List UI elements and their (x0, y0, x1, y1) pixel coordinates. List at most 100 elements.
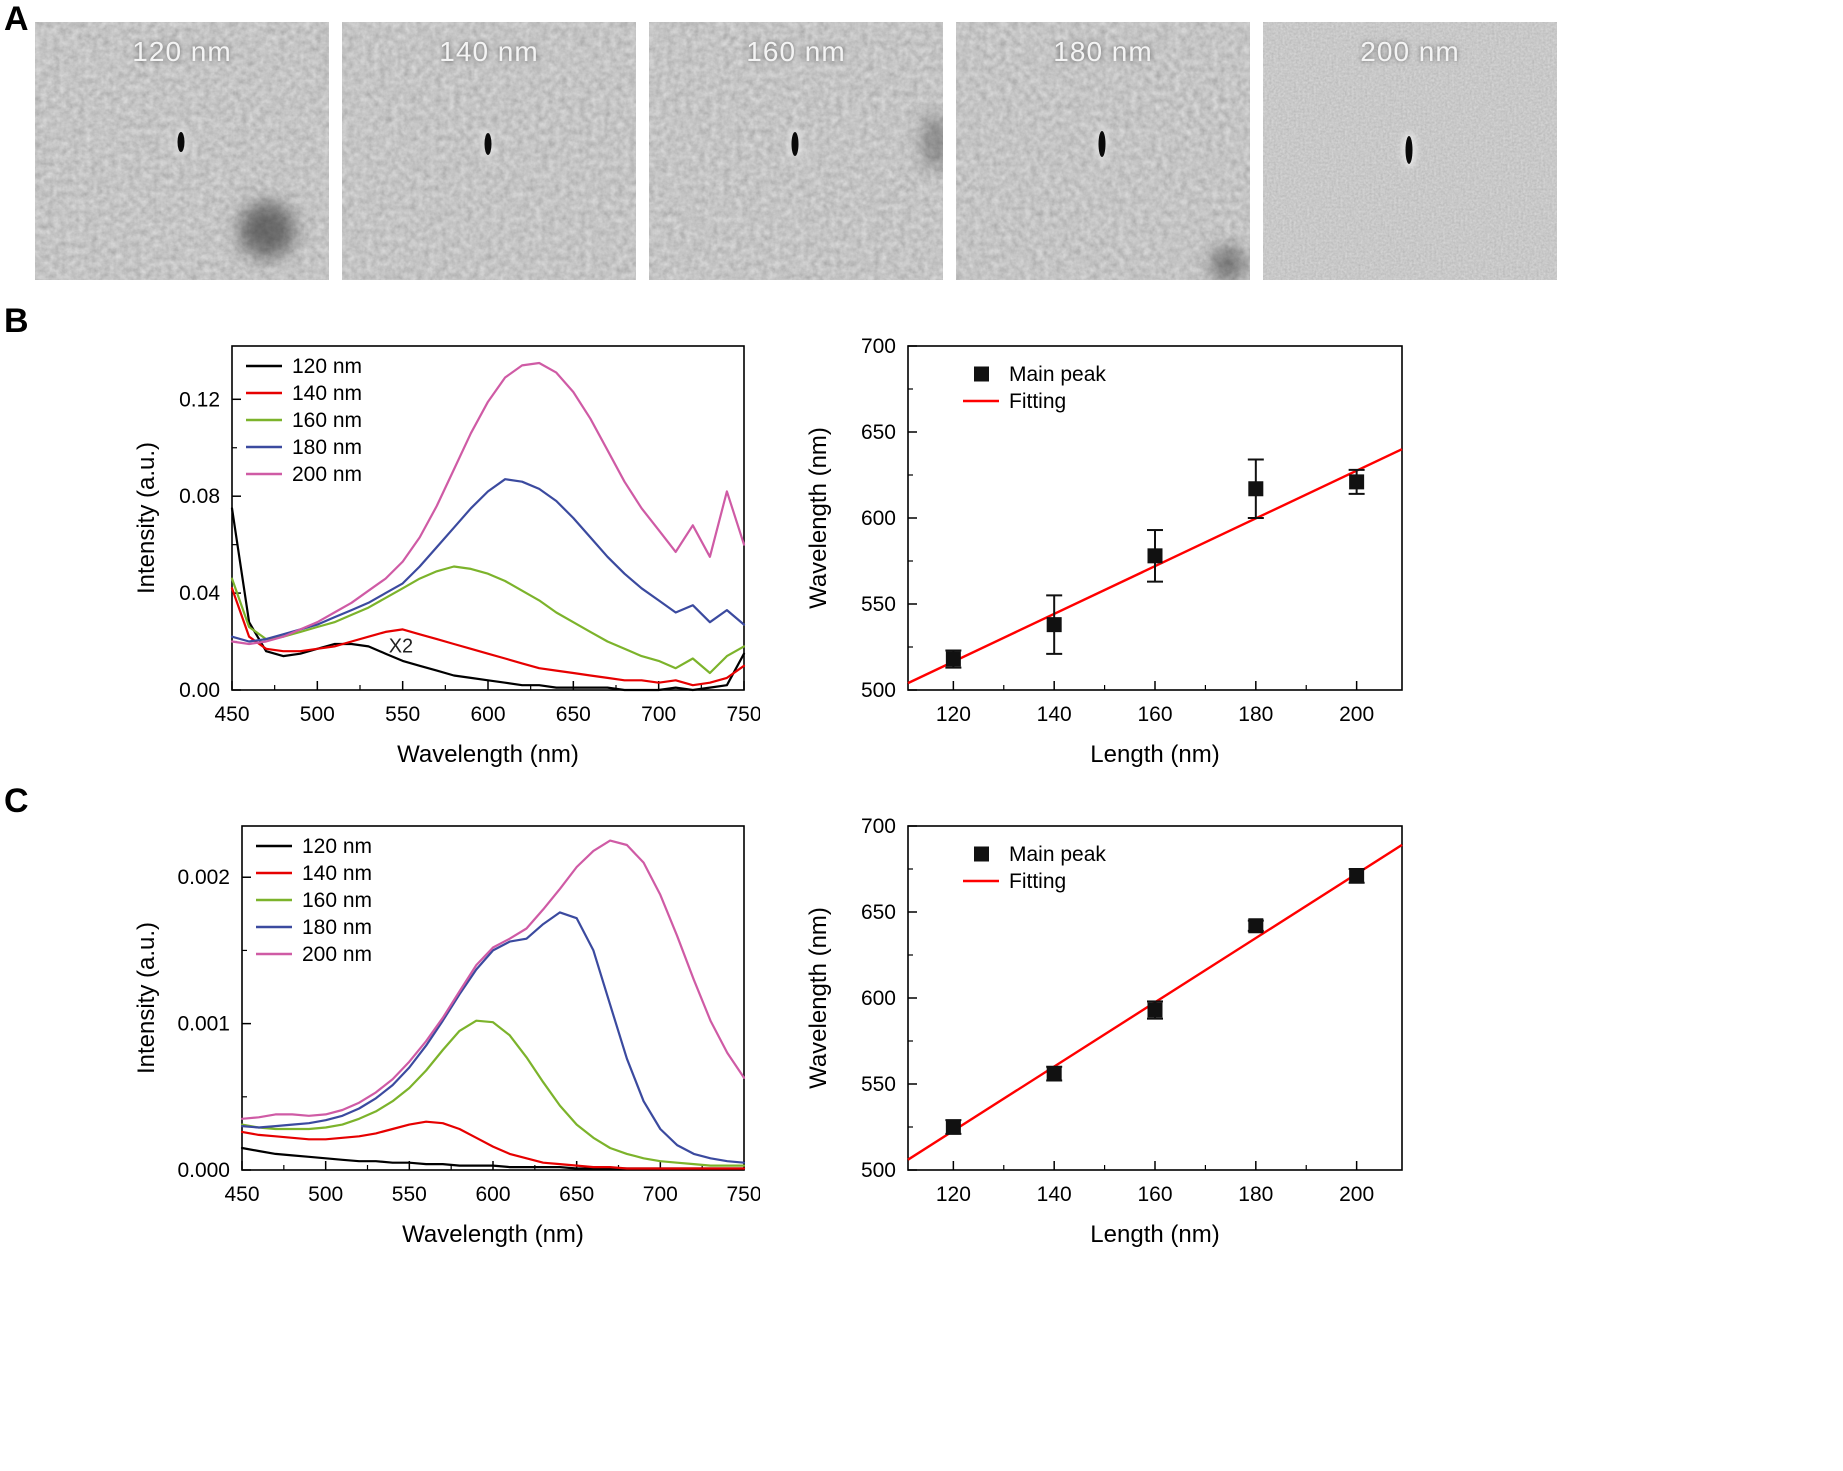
svg-text:450: 450 (224, 1183, 259, 1206)
sem-micrograph (956, 22, 1250, 280)
svg-text:Length (nm): Length (nm) (1090, 741, 1219, 768)
svg-text:500: 500 (861, 1159, 896, 1182)
svg-text:120 nm: 120 nm (292, 355, 362, 378)
sem-label: 140 nm (439, 36, 539, 67)
svg-text:Intensity (a.u.): Intensity (a.u.) (133, 442, 160, 594)
panel-label-c: C (4, 782, 29, 820)
svg-text:0.08: 0.08 (179, 485, 220, 508)
svg-text:160: 160 (1137, 1183, 1172, 1206)
spectra-b-svg: 450 500 550 600 650 700 750 0.00 0.04 0.08 0.12 X2 1… (133, 345, 760, 768)
sem-label: 160 nm (746, 36, 846, 67)
svg-text:600: 600 (470, 703, 505, 726)
svg-text:120 nm: 120 nm (302, 835, 372, 858)
svg-text:0.002: 0.002 (177, 866, 230, 889)
svg-text:140: 140 (1037, 1183, 1072, 1206)
svg-text:120: 120 (936, 703, 971, 726)
svg-text:180: 180 (1238, 703, 1273, 726)
svg-text:140: 140 (1037, 703, 1072, 726)
svg-text:700: 700 (641, 703, 676, 726)
sem-image: 160 nm (649, 22, 943, 280)
nanorod-slit (791, 132, 799, 156)
svg-text:700: 700 (861, 815, 896, 838)
svg-text:200 nm: 200 nm (302, 943, 372, 966)
sem-micrograph (1263, 22, 1557, 280)
svg-text:0.00: 0.00 (179, 679, 220, 702)
svg-text:750: 750 (726, 703, 760, 726)
svg-text:450: 450 (214, 703, 249, 726)
sem-image: 140 nm (342, 22, 636, 280)
svg-text:0.000: 0.000 (177, 1159, 230, 1182)
svg-text:Length (nm): Length (nm) (1090, 1221, 1219, 1248)
svg-text:600: 600 (475, 1183, 510, 1206)
peak-position-chart-b: 120 140 160 180 200 500 550 600 650 700 Main peak F… (800, 332, 1418, 778)
svg-text:200: 200 (1339, 703, 1374, 726)
svg-text:180: 180 (1238, 1183, 1273, 1206)
sem-micrograph (35, 22, 329, 280)
svg-text:140 nm: 140 nm (292, 382, 362, 405)
spectra-chart-c: 450 500 550 600 650 700 750 0.000 0.001 0.002 120 … (128, 812, 760, 1258)
sem-dark-blob (922, 114, 943, 170)
sem-image: 120 nm (35, 22, 329, 280)
svg-text:180 nm: 180 nm (302, 916, 372, 939)
svg-text:650: 650 (556, 703, 591, 726)
nanorod-slit (1098, 131, 1106, 157)
panel-label-b: B (4, 302, 29, 340)
svg-text:X2: X2 (389, 635, 413, 657)
svg-text:180 nm: 180 nm (292, 436, 362, 459)
peaks-b-svg: 120 140 160 180 200 500 550 600 650 700 Main peak F… (805, 335, 1403, 768)
svg-text:160 nm: 160 nm (302, 889, 372, 912)
svg-text:600: 600 (861, 987, 896, 1010)
spectra-chart-b: 450 500 550 600 650 700 750 0.00 0.04 0.08 0.12 X2 1… (128, 332, 760, 778)
svg-text:500: 500 (861, 679, 896, 702)
svg-text:650: 650 (861, 901, 896, 924)
sem-dark-blob (239, 202, 295, 258)
spectra-c-svg: 450 500 550 600 650 700 750 0.000 0.001 0.002 120 … (133, 825, 760, 1248)
svg-text:0.001: 0.001 (177, 1013, 230, 1036)
svg-text:550: 550 (385, 703, 420, 726)
svg-text:750: 750 (726, 1183, 760, 1206)
svg-text:600: 600 (861, 507, 896, 530)
svg-text:500: 500 (300, 703, 335, 726)
svg-text:140 nm: 140 nm (302, 862, 372, 885)
sem-label: 120 nm (132, 36, 232, 67)
svg-text:160 nm: 160 nm (292, 409, 362, 432)
svg-text:550: 550 (861, 593, 896, 616)
svg-text:Fitting: Fitting (1009, 870, 1066, 893)
nanorod-slit (484, 133, 492, 155)
sem-image: 180 nm (956, 22, 1250, 280)
svg-text:Main peak: Main peak (1009, 843, 1106, 866)
svg-text:0.12: 0.12 (179, 388, 220, 411)
sem-label: 200 nm (1360, 36, 1460, 67)
svg-text:0.04: 0.04 (179, 582, 220, 605)
svg-text:Wavelength (nm): Wavelength (nm) (805, 427, 832, 609)
sem-micrograph (649, 22, 943, 280)
svg-text:120: 120 (936, 1183, 971, 1206)
svg-text:Wavelength (nm): Wavelength (nm) (805, 907, 832, 1089)
svg-text:650: 650 (861, 421, 896, 444)
panel-label-a: A (4, 0, 29, 38)
sem-micrograph (342, 22, 636, 280)
svg-text:500: 500 (308, 1183, 343, 1206)
peaks-c-svg: 120 140 160 180 200 500 550 600 650 700 Main peak F… (805, 815, 1403, 1248)
svg-text:Wavelength (nm): Wavelength (nm) (397, 741, 579, 768)
nanorod-slit (1405, 136, 1413, 164)
sem-label: 180 nm (1053, 36, 1153, 67)
svg-text:550: 550 (392, 1183, 427, 1206)
svg-text:200 nm: 200 nm (292, 463, 362, 486)
svg-text:160: 160 (1137, 703, 1172, 726)
svg-text:200: 200 (1339, 1183, 1374, 1206)
svg-text:Fitting: Fitting (1009, 390, 1066, 413)
svg-text:650: 650 (559, 1183, 594, 1206)
svg-text:Wavelength (nm): Wavelength (nm) (402, 1221, 584, 1248)
nanorod-slit (177, 132, 185, 152)
svg-text:Intensity (a.u.): Intensity (a.u.) (133, 922, 160, 1074)
svg-text:700: 700 (643, 1183, 678, 1206)
svg-text:700: 700 (861, 335, 896, 358)
sem-image: 200 nm (1263, 22, 1557, 280)
svg-text:Main peak: Main peak (1009, 363, 1106, 386)
peak-position-chart-c: 120 140 160 180 200 500 550 600 650 700 Main peak F… (800, 812, 1418, 1258)
svg-text:550: 550 (861, 1073, 896, 1096)
sem-dark-blob (1211, 247, 1245, 280)
sem-image-row: 120 nm 140 nm 160 nm (0, 22, 1843, 280)
